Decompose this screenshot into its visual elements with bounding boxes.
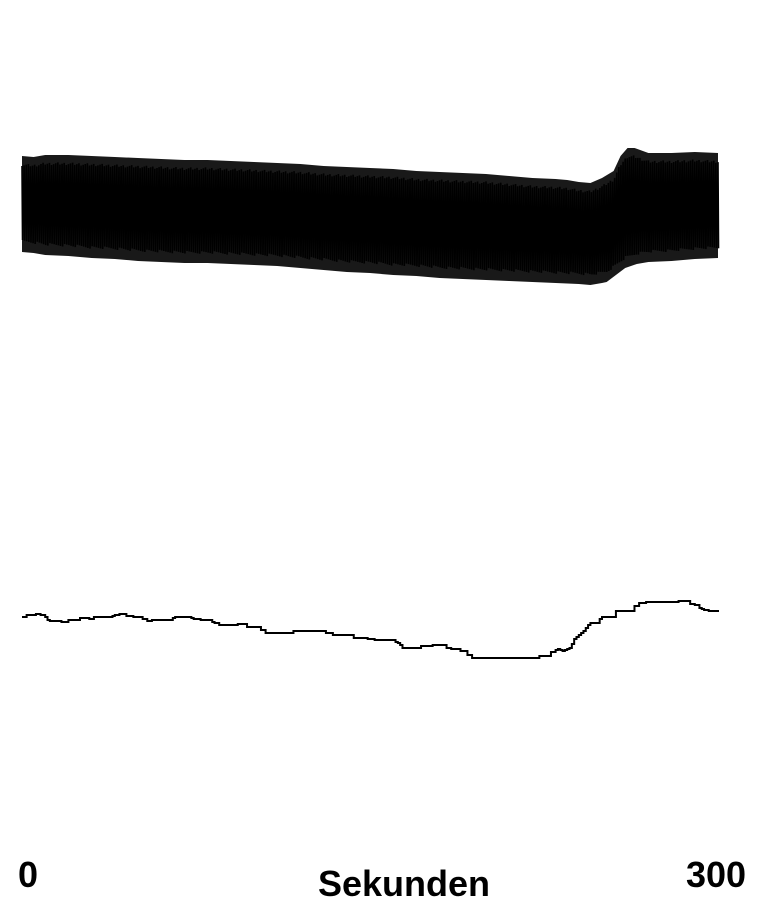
mean-trace — [22, 600, 719, 659]
waveform-line — [21, 155, 720, 276]
pulsatile-waveform — [21, 148, 720, 285]
mean-trace-line — [22, 600, 719, 659]
x-tick-label-start: 0 — [18, 854, 39, 895]
x-axis-label: Sekunden — [318, 863, 491, 904]
x-tick-label-end: 300 — [686, 854, 747, 895]
